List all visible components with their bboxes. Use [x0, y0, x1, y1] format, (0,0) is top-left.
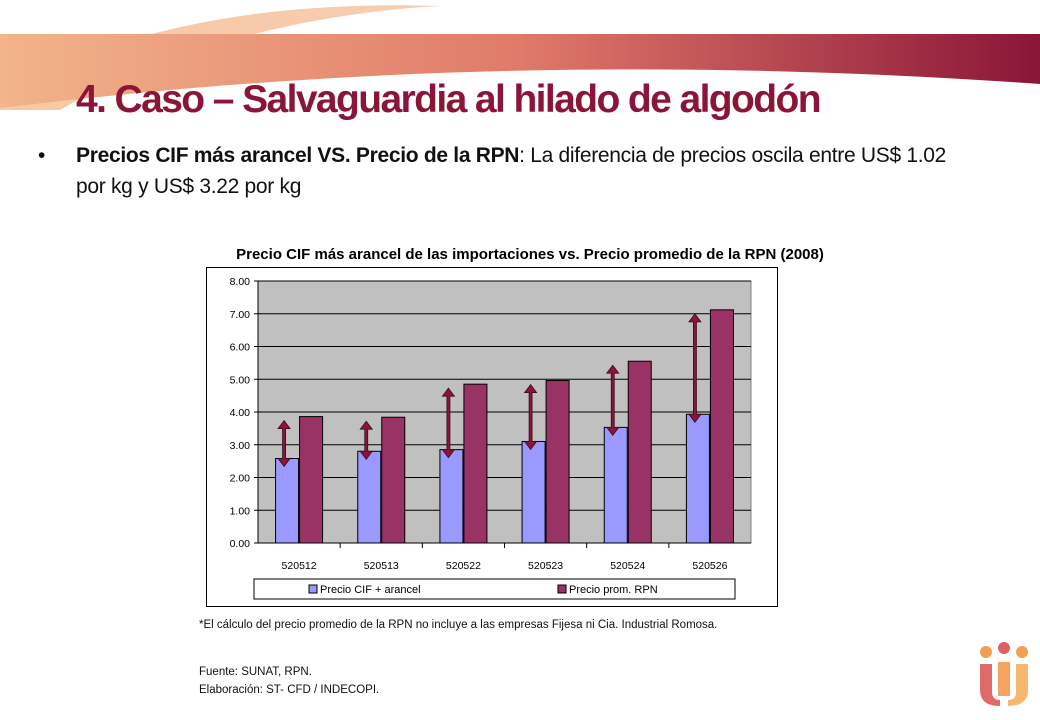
bar-precio-rpn [627, 360, 652, 544]
bar-precio-rpn [545, 380, 570, 544]
chart-title: Precio CIF más arancel de las importacio… [236, 246, 824, 263]
difference-arrow [441, 387, 456, 459]
x-tick-label: 520522 [446, 560, 481, 572]
bar-cif-arancel [603, 426, 628, 544]
difference-arrow [688, 313, 702, 423]
bar-cif-arancel [685, 413, 710, 544]
x-tick-label: 520512 [282, 560, 317, 572]
x-tick-label: 520526 [692, 560, 727, 572]
bullet-text: Precios CIF más arancel VS. Precio de la… [76, 140, 962, 202]
chart-container: 0.00 1.00 2.00 3.00 4.00 5.00 6.00 7.00 8.00 5205… [206, 267, 778, 607]
double-arrow-icon [523, 383, 538, 451]
difference-arrow [605, 364, 620, 437]
bullet-bold-text: Precios CIF más arancel VS. Precio de la… [76, 144, 520, 167]
header-banner [0, 5, 1040, 110]
double-arrow-icon [605, 364, 620, 437]
bar-cif-arancel [521, 440, 546, 544]
y-tick-label: 8.00 [230, 276, 251, 288]
y-tick-label: 6.00 [230, 342, 251, 354]
legend-swatch-cif [308, 584, 318, 594]
y-tick-label: 1.00 [230, 505, 251, 517]
double-arrow-icon [441, 387, 456, 459]
bar-cif-arancel [357, 450, 382, 544]
bullet-rest-text: : La diferencia de precios oscila entre … [76, 144, 947, 198]
bar-precio-rpn [381, 416, 406, 544]
difference-arrow [523, 383, 538, 451]
y-tick-label: 3.00 [230, 440, 251, 452]
y-tick-label: 4.00 [230, 407, 251, 419]
slide-title: 4. Caso – Salvaguardia al hilado de algo… [76, 78, 822, 121]
x-tick-label: 520524 [610, 560, 645, 572]
double-arrow-icon [277, 419, 291, 468]
double-arrow-icon [359, 420, 374, 460]
y-tick-label: 5.00 [230, 374, 251, 386]
bar-precio-rpn [299, 416, 324, 544]
bar-precio-rpn [709, 309, 734, 544]
bar-chart: 0.00 1.00 2.00 3.00 4.00 5.00 6.00 7.00 8.00 5205… [206, 267, 778, 607]
indecopi-logo [980, 642, 1028, 706]
legend-label-rpn: Precio prom. RPN [569, 584, 658, 596]
double-arrow-icon [688, 313, 702, 423]
footnote: *El cálculo del precio promedio de la RP… [199, 619, 718, 631]
legend-box [253, 578, 736, 600]
bullet-dot: • [38, 144, 46, 167]
source-text: Fuente: SUNAT, RPN. [199, 666, 312, 678]
x-tick-label: 520523 [528, 560, 563, 572]
bar-cif-arancel [275, 458, 300, 544]
bar-cif-arancel [439, 449, 464, 544]
elaboration-text: Elaboración: ST- CFD / INDECOPI. [199, 684, 380, 696]
bar-precio-rpn [463, 383, 488, 544]
y-tick-label: 7.00 [230, 309, 251, 321]
difference-arrow [277, 419, 291, 468]
difference-arrow [359, 420, 374, 460]
legend-label-cif: Precio CIF + arancel [320, 584, 421, 596]
y-tick-label: 2.00 [230, 473, 251, 485]
x-tick-label: 520513 [364, 560, 399, 572]
y-tick-label: 0.00 [230, 538, 251, 550]
legend-swatch-rpn [557, 584, 567, 594]
